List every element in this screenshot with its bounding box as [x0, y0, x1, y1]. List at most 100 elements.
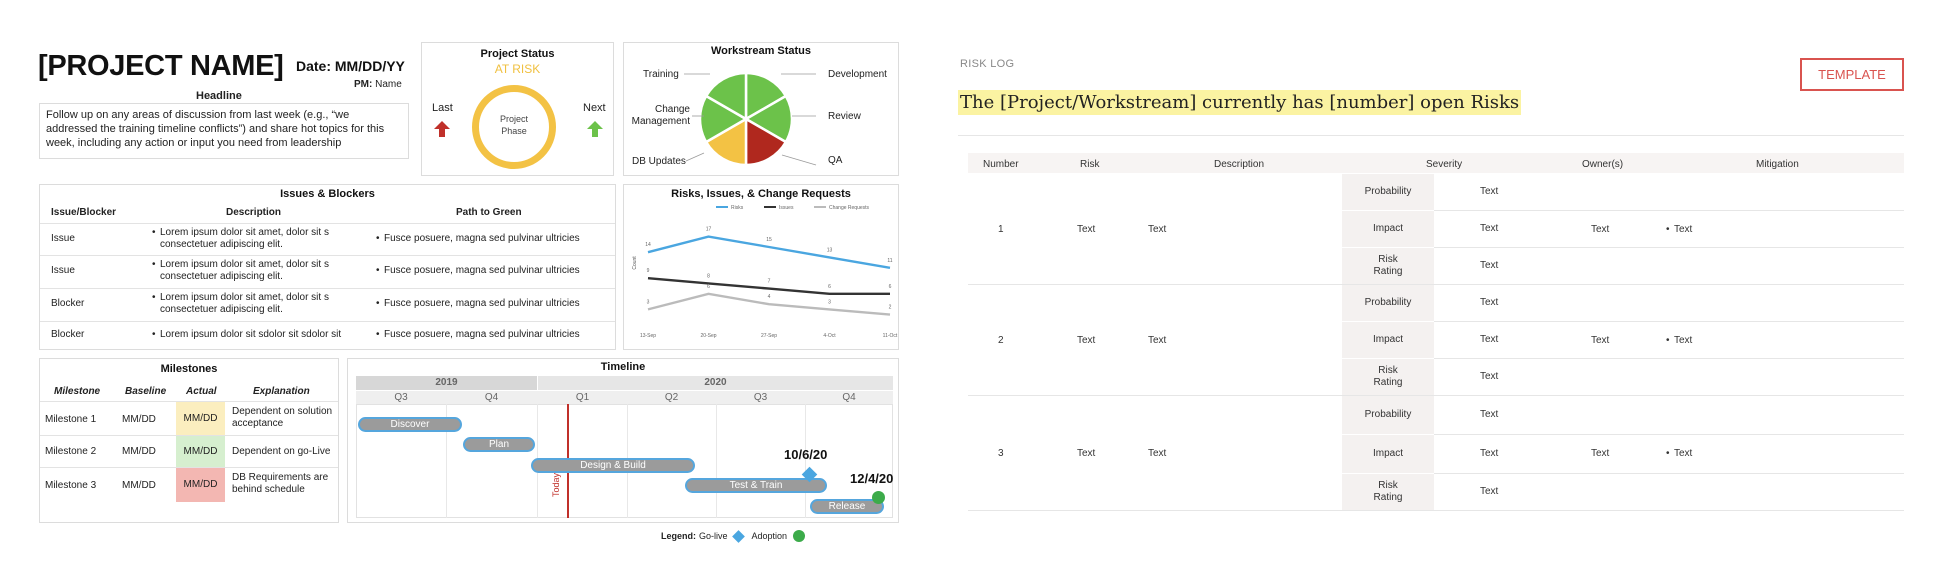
workstream-pie: [684, 71, 817, 167]
milestone-actual: MM/DD: [176, 436, 225, 468]
timeline-grid: [356, 404, 893, 518]
divider: [968, 395, 1904, 396]
table-row: Milestone 2 MM/DD MM/DD Dependent on go-…: [40, 435, 338, 468]
risk-mitigation: Text: [1666, 224, 1692, 235]
last-label: Last: [432, 102, 453, 114]
ws-label-db-updates: DB Updates: [632, 156, 686, 167]
issue-description: Lorem ipsum dolor sit amet, dolor sit s …: [152, 259, 360, 283]
ws-label-change-management: Change Management: [631, 104, 690, 127]
data-label: 14: [645, 242, 651, 248]
issue-type: Blocker: [51, 298, 85, 309]
header-number: Number: [983, 159, 1019, 170]
grid-line: [805, 404, 806, 518]
pie-slice-training: [704, 71, 748, 122]
milestone-name: Milestone 2: [45, 446, 97, 457]
data-label: 4: [768, 294, 771, 300]
header-description: Description: [1214, 159, 1265, 170]
milestones-title: Milestones: [160, 363, 218, 375]
ws-label-training: Training: [643, 69, 679, 80]
gantt-bar-release: Release: [810, 499, 884, 514]
issue-path: Fusce posuere, magna sed pulvinar ultric…: [376, 298, 614, 310]
project-name: [PROJECT NAME]: [38, 50, 284, 82]
project-status-title: Project Status: [480, 48, 555, 60]
project-phase-label: Project Phase: [499, 114, 528, 136]
risk-log-headline: The [Project/Workstream] currently has […: [958, 90, 1522, 115]
issue-path: Fusce posuere, magna sed pulvinar ultric…: [376, 329, 614, 341]
data-label: 8: [707, 273, 710, 279]
issues-panel: Issues & Blockers Issue/Blocker Descript…: [39, 184, 616, 350]
quarter-label: Q4: [484, 392, 499, 403]
risks-chart-panel: Risks, Issues, & Change Requests Risks Is…: [623, 184, 899, 350]
severity-label-rating: Risk Rating: [1342, 474, 1434, 510]
data-label: 7: [768, 279, 771, 285]
divider: [1434, 210, 1904, 211]
x-tick-label: 4-Oct: [823, 333, 836, 339]
legend-entry: Change Requests: [829, 205, 870, 211]
milestone-baseline: MM/DD: [122, 414, 156, 425]
divider: [1434, 321, 1904, 322]
issue-description: Lorem ipsum dolor sit sdolor sit sdolor …: [152, 329, 370, 341]
data-label: 11: [887, 258, 892, 264]
headline-text: Follow up on any areas of discussion fro…: [46, 109, 385, 149]
timeline-panel: Timeline 2019 2020 Q3 Q4 Q1 Q2 Q3 Q4 Tod…: [347, 358, 899, 523]
risk-impact: Text: [1480, 223, 1499, 234]
risk-description: Text: [1148, 224, 1167, 235]
data-label: 2: [889, 305, 892, 311]
divider: [1434, 358, 1904, 359]
risk-name: Text: [1077, 335, 1096, 346]
milestone-baseline: MM/DD: [122, 480, 156, 491]
timeline-legend: Legend: Go-live Adoption: [661, 529, 806, 543]
gantt-bar-plan: Plan: [463, 437, 535, 452]
milestone-explanation: Dependent on solution acceptance: [232, 406, 333, 429]
data-label: 3: [647, 299, 650, 305]
grid-line: [446, 404, 447, 518]
year-2019: 2019: [356, 376, 537, 390]
quarter-label: Q4: [842, 392, 856, 403]
golive-date: 10/6/20: [784, 447, 828, 462]
header-severity: Severity: [1426, 159, 1463, 170]
risk-table-header: [968, 153, 1904, 173]
risk-name: Text: [1077, 448, 1096, 459]
risk-log-label: RISK LOG: [960, 58, 1015, 70]
ws-label-development: Development: [828, 69, 887, 80]
last-arrow-icon: [434, 121, 450, 137]
pm-label: PM:: [354, 79, 373, 90]
series-line: [647, 292, 891, 316]
project-status-panel: Project Status AT RISK Last Next Project…: [421, 42, 614, 176]
severity-label-rating: Risk Rating: [1342, 359, 1434, 395]
headline-box: Follow up on any areas of discussion fro…: [39, 103, 409, 159]
risk-mitigation: Text: [1666, 335, 1692, 346]
issue-description: Lorem ipsum dolor sit amet, dolor sit s …: [152, 227, 360, 251]
report-date: Date: MM/DD/YY: [296, 58, 405, 74]
risk-probability: Text: [1480, 297, 1499, 308]
legend-label: Legend:: [661, 531, 696, 541]
risk-probability: Text: [1480, 186, 1499, 197]
quarter-label: Q1: [575, 392, 590, 403]
data-label: 3: [828, 299, 831, 305]
divider: [958, 135, 1904, 136]
quarter-label: Q3: [753, 392, 768, 403]
issue-description: Lorem ipsum dolor sit amet, dolor sit s …: [152, 292, 360, 316]
table-row: Blocker Lorem ipsum dolor sit sdolor sit…: [40, 321, 615, 350]
risk-probability: Text: [1480, 409, 1499, 420]
risk-impact: Text: [1480, 448, 1499, 459]
workstream-status-title: Workstream Status: [710, 45, 812, 57]
x-tick-label: 13-Sep: [640, 333, 656, 339]
quarter-row: [356, 391, 893, 404]
issue-type: Issue: [51, 233, 75, 244]
header-owners: Owner(s): [1582, 159, 1624, 170]
risk-rating: Text: [1480, 371, 1499, 382]
milestones-header-explanation: Explanation: [253, 386, 310, 397]
divider: [968, 510, 1904, 511]
x-tick-label: 11-Oct: [883, 333, 898, 339]
divider: [1434, 434, 1904, 435]
data-label: 17: [706, 227, 712, 233]
year-2020: 2020: [538, 376, 893, 390]
quarter-label: Q2: [664, 392, 679, 403]
risk-description: Text: [1148, 335, 1167, 346]
table-row: Blocker Lorem ipsum dolor sit amet, dolo…: [40, 288, 615, 321]
ws-label-qa: QA: [828, 155, 843, 166]
next-arrow-icon: [587, 121, 603, 137]
gantt-bar-test-train: Test & Train: [685, 478, 827, 493]
issue-path: Fusce posuere, magna sed pulvinar ultric…: [376, 233, 614, 245]
